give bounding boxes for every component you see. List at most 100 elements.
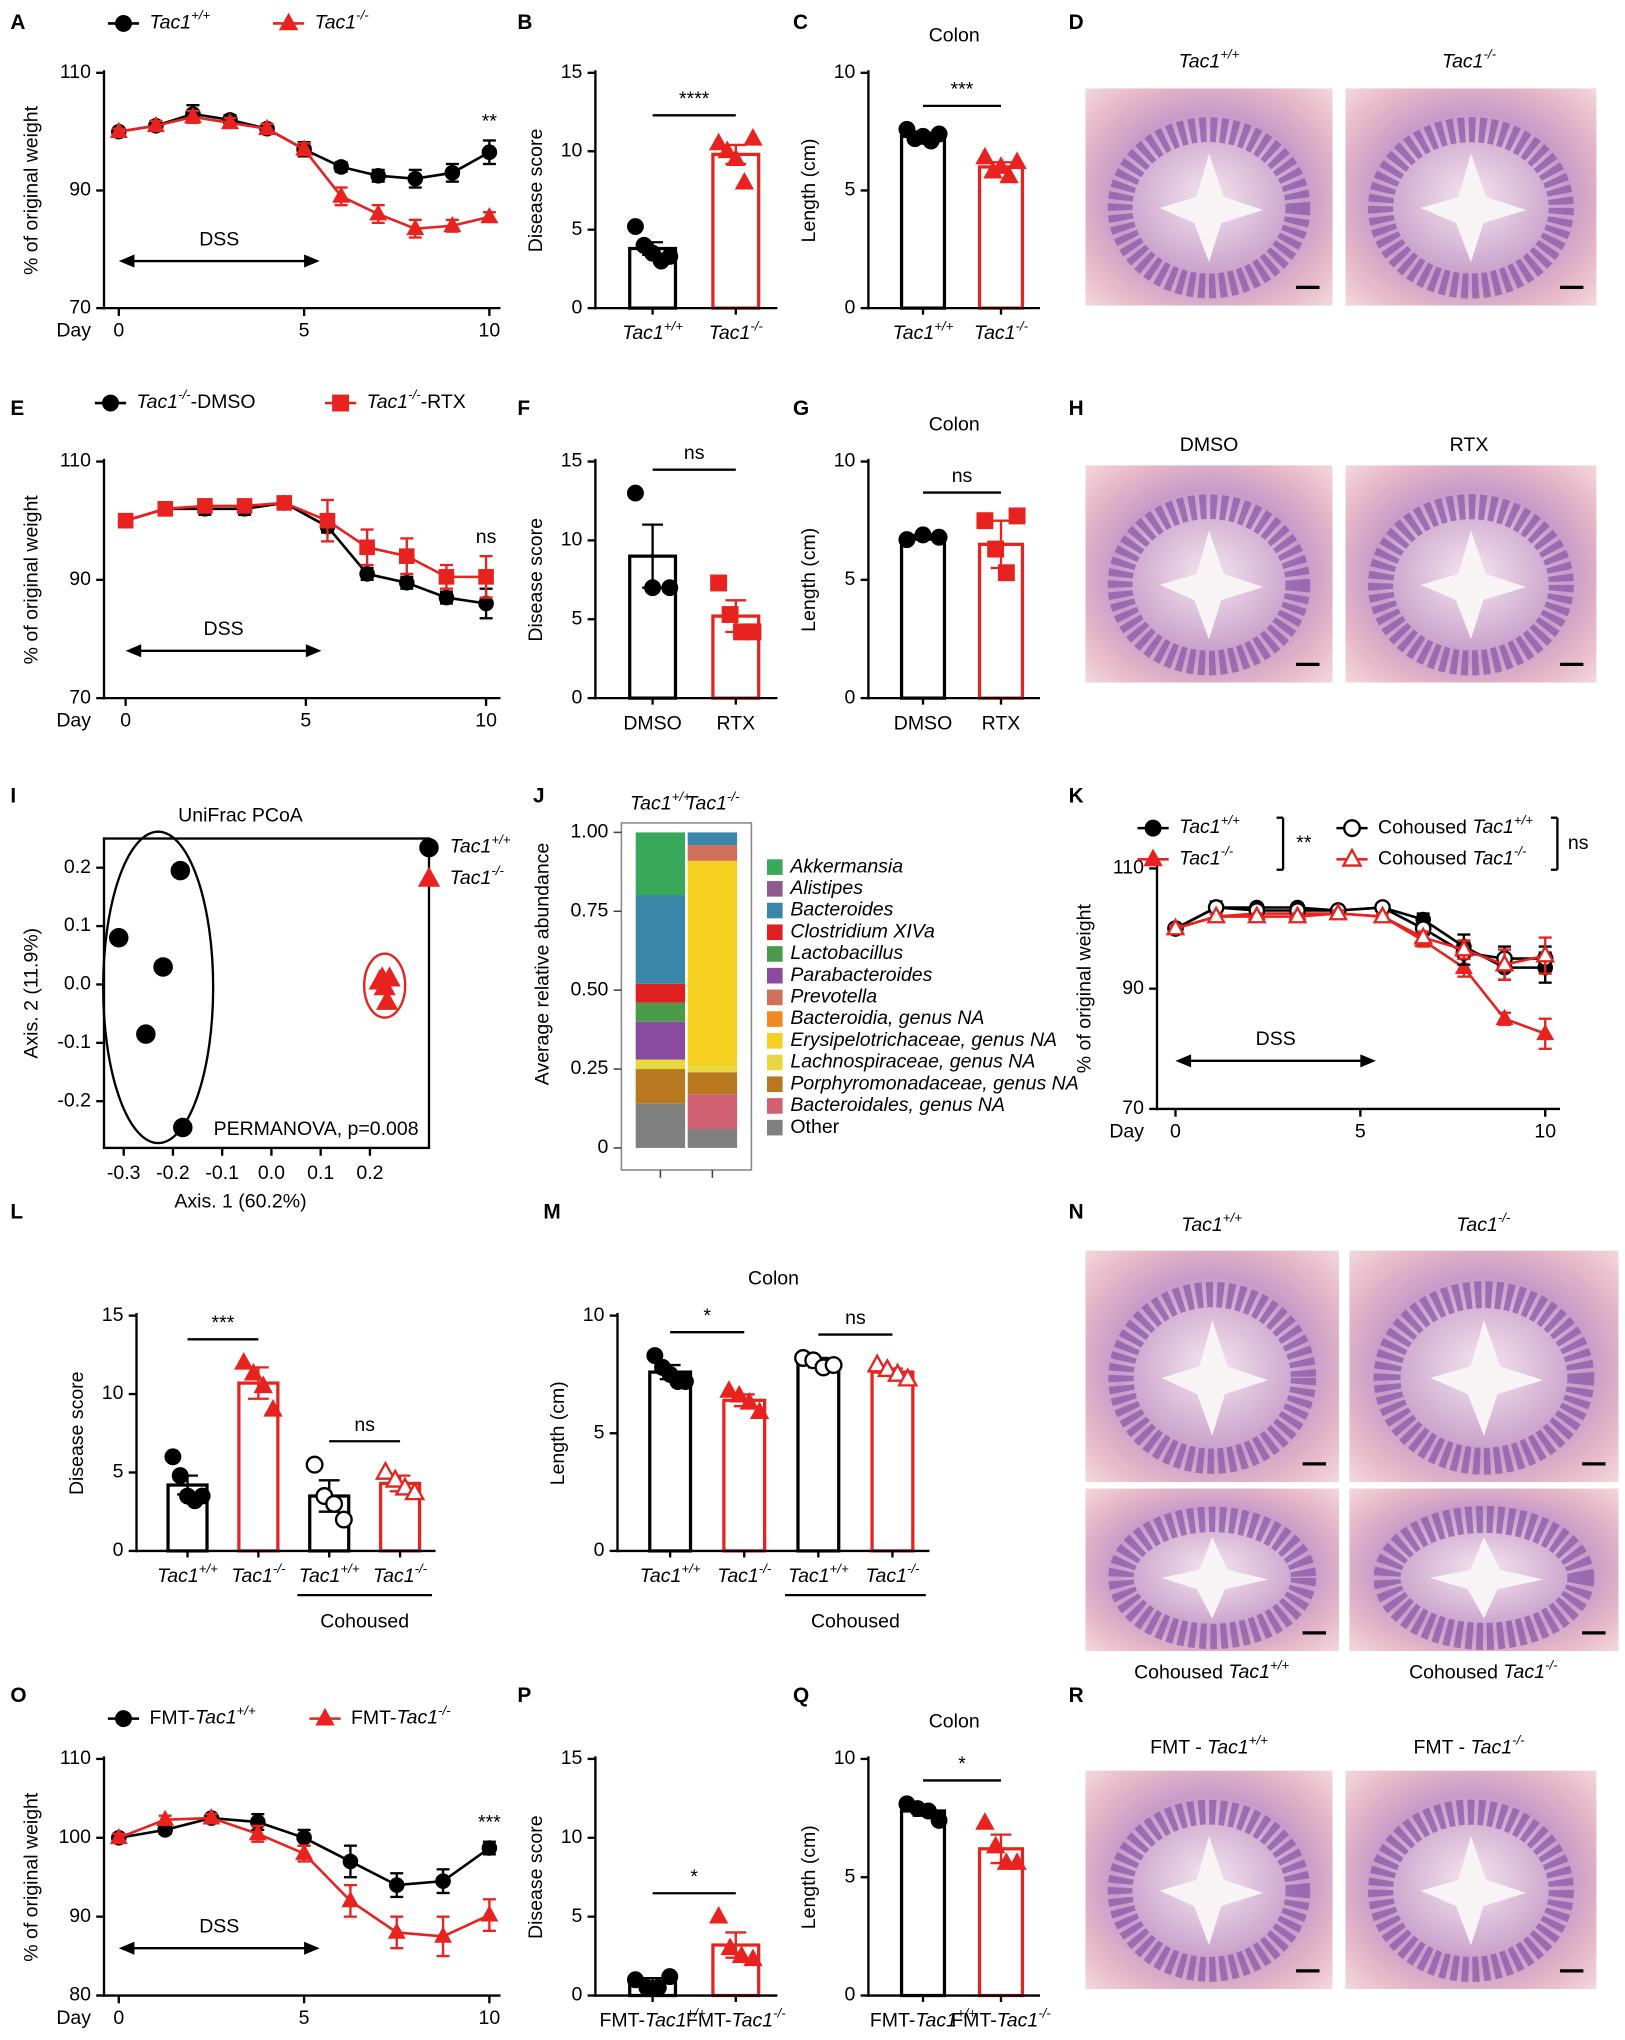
legend-swatch — [767, 881, 783, 897]
confidence-ellipse — [102, 830, 215, 1145]
y-tick-label: 0.0 — [64, 973, 91, 995]
marker — [371, 966, 394, 987]
x-tick-label: 0.1 — [307, 1162, 334, 1184]
series-line — [1174, 906, 1546, 960]
y-tick-label: 0.75 — [570, 899, 608, 921]
panel-letter: H — [1069, 397, 1084, 420]
panel-letter: R — [1069, 1684, 1084, 1707]
marker — [333, 159, 349, 175]
panel-letter: E — [10, 397, 24, 420]
note: PERMANOVA, p=0.008 — [214, 1118, 419, 1140]
series-line — [125, 501, 487, 605]
panel-letter: K — [1069, 784, 1084, 807]
x-tick-label: 0.2 — [356, 1162, 383, 1184]
legend-label: Tac1-/- — [450, 863, 505, 889]
y-tick-label: 0 — [845, 296, 856, 318]
legend-label: Tac1-/--RTX — [367, 387, 466, 413]
stack-segment — [635, 1069, 686, 1104]
y-tick-label: 5 — [845, 568, 856, 590]
panel-letter: M — [543, 1200, 560, 1223]
lumen — [1420, 153, 1527, 263]
chart-title: Colon — [929, 25, 980, 47]
panel-letter: P — [517, 1684, 531, 1707]
legend-label: Lachnospiraceae, genus NA — [790, 1051, 1035, 1073]
stack-segment — [635, 1059, 686, 1070]
y-axis-label: % of original weight — [1074, 904, 1096, 1074]
legend-swatch — [767, 989, 783, 1006]
legend-label: Bacteroides — [790, 899, 893, 921]
marker — [146, 115, 165, 133]
legend-significance: ** — [1296, 832, 1312, 854]
y-tick-label: 10 — [834, 1747, 856, 1769]
y-tick-label: 10 — [834, 61, 856, 83]
marker — [999, 165, 1019, 184]
image-label: Tac1+/+ — [1181, 1210, 1242, 1236]
legend-label: Porphyromonadaceae, genus NA — [790, 1072, 1078, 1094]
significance: *** — [212, 1312, 235, 1334]
marker — [263, 1399, 283, 1417]
x-tick-label: Tac1-/- — [865, 1561, 920, 1587]
marker — [1535, 944, 1556, 963]
x-tick-label: -0.1 — [205, 1162, 239, 1184]
marker — [394, 1476, 416, 1496]
marker — [1165, 917, 1186, 936]
stack-segment — [687, 1072, 738, 1095]
marker — [866, 1353, 888, 1373]
legend-swatch — [767, 859, 783, 875]
marker — [387, 1922, 406, 1939]
marker — [997, 564, 1015, 582]
marker — [305, 1455, 324, 1474]
marker — [197, 498, 213, 514]
marker — [342, 1853, 359, 1870]
y-tick-label: 10 — [561, 529, 583, 551]
legend-swatch — [767, 967, 783, 984]
series-line — [1175, 912, 1546, 966]
panel-letter: B — [517, 11, 532, 34]
image-label: DMSO — [1180, 434, 1239, 456]
y-axis-label: Length (cm) — [798, 1825, 820, 1929]
marker — [332, 186, 351, 203]
marker — [164, 1448, 182, 1466]
panel-letter: L — [10, 1200, 23, 1223]
lumen — [1430, 1320, 1544, 1436]
marker — [1372, 905, 1393, 924]
lumen — [1430, 1537, 1544, 1619]
marker — [481, 1840, 498, 1856]
marker — [1495, 1008, 1514, 1026]
marker — [319, 512, 336, 529]
plot-frame — [620, 822, 753, 1171]
marker — [661, 247, 679, 265]
lumen — [1420, 530, 1527, 640]
marker — [710, 574, 728, 592]
marker — [734, 171, 755, 190]
marker — [221, 112, 239, 130]
y-tick-label: 10 — [561, 1826, 583, 1848]
marker — [444, 165, 461, 181]
legend-label: Tac1-/- — [315, 7, 370, 33]
marker — [193, 1487, 211, 1505]
mucosa — [1108, 1281, 1317, 1474]
marker — [739, 1391, 760, 1410]
chart-title: UniFrac PCoA — [178, 805, 303, 827]
marker — [117, 512, 134, 529]
y-axis-label: Disease score — [525, 518, 547, 642]
mucosa — [1108, 1506, 1317, 1650]
marker — [886, 1362, 909, 1382]
marker — [369, 204, 388, 221]
x-tick-label: Tac1+/+ — [893, 318, 954, 344]
y-tick-label: 70 — [69, 296, 91, 318]
y-tick-label: 5 — [572, 218, 583, 240]
y-tick-label: 5 — [572, 1905, 583, 1927]
legend-swatch — [767, 924, 783, 941]
marker — [278, 12, 299, 31]
significance: **** — [679, 88, 710, 110]
marker — [824, 1356, 843, 1375]
marker — [719, 1380, 739, 1398]
mucosa — [1107, 494, 1311, 676]
marker — [720, 1937, 740, 1956]
marker — [1494, 953, 1515, 972]
chart-title: Colon — [748, 1267, 799, 1289]
marker — [480, 1905, 499, 1922]
marker — [438, 569, 455, 585]
y-tick-label: 90 — [69, 568, 91, 590]
